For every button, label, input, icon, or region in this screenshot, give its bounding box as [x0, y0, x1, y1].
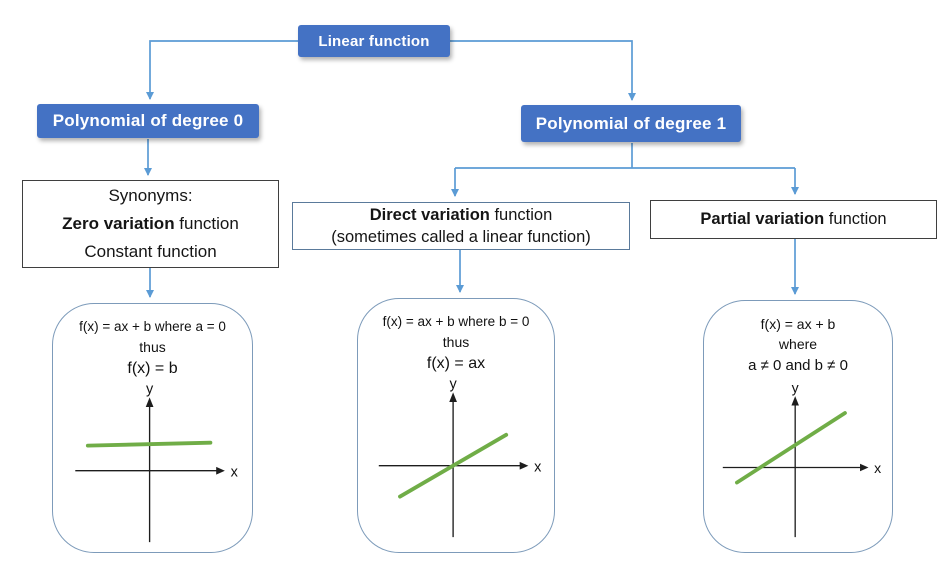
formula-conditions: a ≠ 0 and b ≠ 0: [748, 357, 848, 374]
partial-variation-bold: Partial variation: [700, 210, 825, 228]
connector-linear-to-poly1: [450, 40, 636, 101]
node-linear-function-label: Linear function: [318, 32, 430, 50]
formula-general: f(x) = ax + b: [760, 316, 836, 332]
direct-variation-title: Direct variation function: [293, 204, 629, 226]
y-axis-label: y: [146, 382, 154, 398]
direct-variation-subtitle: (sometimes called a linear function): [331, 228, 591, 246]
x-axis-arrow-icon: [860, 463, 869, 472]
direct-variation-rest: function: [489, 206, 553, 224]
partial-variation-title: Partial variation function: [651, 210, 936, 229]
y-axis-arrow-icon: [145, 397, 154, 408]
x-axis-arrow-icon: [519, 461, 529, 470]
formula-connector-word: thus: [442, 334, 470, 350]
synonyms-zero-variation: Zero variation function: [23, 210, 278, 238]
synonyms-constant-function: Constant function: [84, 242, 217, 261]
node-polynomial-degree-0-label: Polynomial of degree 0: [52, 111, 244, 130]
direct-variation-bold: Direct variation: [369, 206, 490, 224]
box-direct-variation: Direct variation function (sometimes cal…: [292, 202, 630, 250]
zero-variation-rest: function: [174, 214, 239, 233]
graph-constant-function: y x: [75, 382, 239, 543]
box-synonyms: Synonyms: Zero variation function Consta…: [22, 180, 279, 268]
card-constant-function: f(x) = ax + b where a = 0 thus f(x) = b …: [52, 303, 253, 553]
x-axis-label: x: [231, 465, 239, 481]
partial-variation-rest: function: [824, 210, 887, 228]
function-line-constant: [85, 440, 213, 448]
card-partial-variation: f(x) = ax + b where a ≠ 0 and b ≠ 0 y x: [703, 300, 893, 553]
node-linear-function: Linear function: [298, 25, 450, 57]
formula-result: f(x) = ax: [426, 355, 486, 372]
node-polynomial-degree-1: Polynomial of degree 1: [521, 105, 741, 142]
x-axis-label: x: [874, 460, 881, 476]
box-partial-variation: Partial variation function: [650, 200, 937, 239]
formula-connector-word: thus: [139, 339, 166, 355]
card-direct-variation: f(x) = ax + b where b = 0 thus f(x) = ax…: [357, 298, 555, 553]
synonyms-heading: Synonyms:: [108, 186, 193, 205]
graph-partial-variation: y x: [722, 379, 881, 538]
formula-connector-word: where: [778, 336, 818, 352]
node-polynomial-degree-0: Polynomial of degree 0: [37, 104, 259, 138]
function-line-through-origin: [398, 432, 509, 499]
formula-general: f(x) = ax + b where a = 0: [79, 319, 226, 334]
x-axis-label: x: [534, 460, 542, 476]
function-line-positive-intercept: [735, 411, 847, 485]
formula-result: f(x) = b: [127, 360, 178, 377]
formula-general: f(x) = ax + b where b = 0: [382, 314, 530, 329]
y-axis-arrow-icon: [449, 392, 457, 403]
y-axis-label: y: [449, 377, 457, 393]
y-axis-label: y: [792, 379, 800, 395]
y-axis-arrow-icon: [791, 396, 799, 406]
zero-variation-bold: Zero variation: [62, 214, 175, 233]
x-axis-arrow-icon: [216, 466, 225, 475]
connector-linear-to-poly0: [146, 40, 298, 100]
graph-direct-variation: y x: [378, 377, 542, 538]
node-polynomial-degree-1-label: Polynomial of degree 1: [535, 113, 727, 133]
